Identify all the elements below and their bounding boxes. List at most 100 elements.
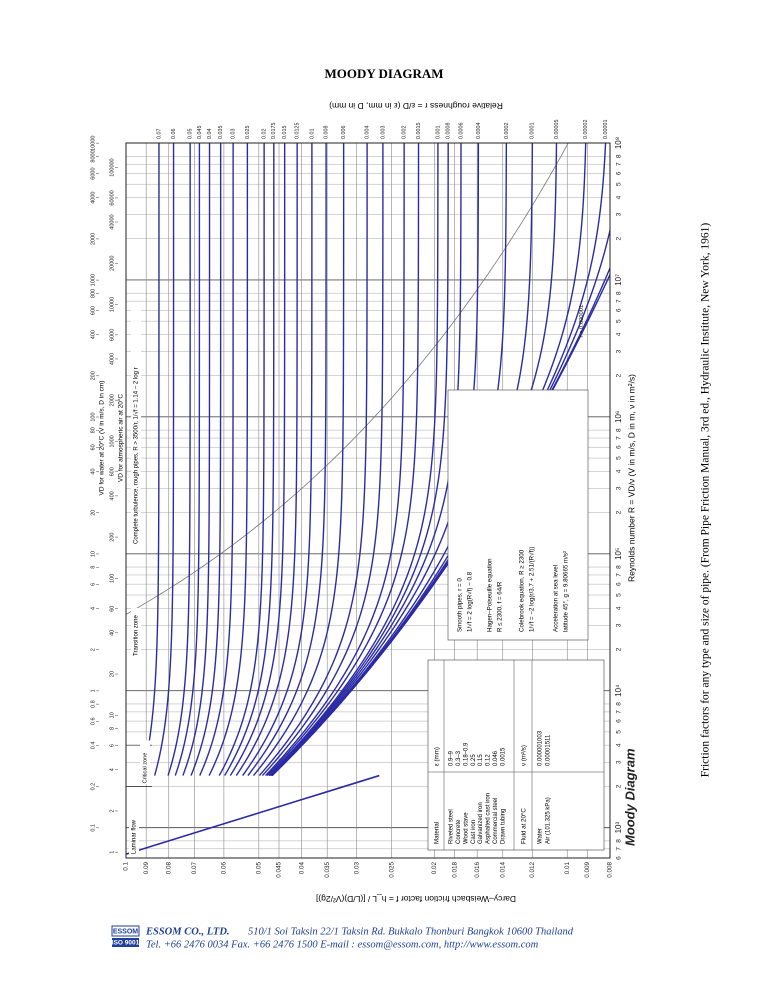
x-tick-label: 7 bbox=[616, 299, 623, 303]
curve-label: r = 0.000001 bbox=[579, 305, 585, 338]
vd-tick-label: 80 bbox=[90, 427, 96, 433]
vd-tick-label: 6000 bbox=[109, 329, 115, 341]
x-tick-label: 6 bbox=[616, 171, 623, 175]
roughness-curve bbox=[247, 143, 327, 776]
x-tick-label: 6 bbox=[616, 582, 623, 586]
y-axis-title: Darcy–Weisbach friction factor f = h_L /… bbox=[316, 894, 516, 904]
table-cell: Galvanized iron bbox=[478, 802, 484, 844]
x-tick-label: 8 bbox=[616, 154, 623, 158]
zone-label: Critical zone bbox=[142, 753, 148, 784]
vd-tick-label: 1000 bbox=[90, 274, 96, 286]
equation: latitude 45°, g = 9.80665 m/s² bbox=[563, 551, 570, 632]
roughness-label: 0.06 bbox=[171, 129, 177, 140]
vd-tick-label: 20 bbox=[90, 510, 96, 516]
y-tick-label: 0.1 bbox=[123, 862, 130, 871]
table-cell: 0.046 bbox=[493, 750, 499, 766]
vd-tick-label: 10 bbox=[109, 712, 115, 718]
roughness-label: 0.0125 bbox=[295, 123, 301, 140]
table-cell: 0.9–9 bbox=[449, 750, 455, 766]
equation: Colebrook equation, R ≥ 2300 bbox=[519, 549, 526, 632]
roughness-curve bbox=[268, 143, 449, 777]
x-tick-label: 5 bbox=[616, 593, 623, 597]
y-tick-label: 0.08 bbox=[165, 862, 172, 875]
vd-tick-label: 6000 bbox=[90, 167, 96, 179]
roughness-curve bbox=[141, 143, 160, 776]
x-tick-label: 10⁵ bbox=[614, 548, 623, 560]
roughness-label: 0.02 bbox=[262, 129, 268, 140]
vd-tick-label: 0.8 bbox=[90, 700, 96, 708]
roughness-label: 0.0002 bbox=[504, 123, 510, 140]
vd-tick-label: 4 bbox=[90, 607, 96, 610]
x-tick-label: 4 bbox=[616, 469, 623, 473]
equation-box bbox=[447, 389, 589, 641]
y-tick-label: 0.05 bbox=[255, 862, 262, 875]
zone-label-bg bbox=[140, 740, 150, 785]
vd-tick-label: 4000 bbox=[109, 353, 115, 365]
roughness-curve bbox=[268, 143, 439, 777]
address: 510/1 Soi Taksin 22/1 Taksin Rd. Bukkalo… bbox=[248, 926, 574, 937]
table-cell: Concrete bbox=[456, 819, 462, 844]
logo-box bbox=[111, 925, 140, 937]
y-tick-label: 0.016 bbox=[474, 862, 481, 878]
x-tick-label: 4 bbox=[616, 332, 623, 336]
roughness-curve bbox=[242, 143, 313, 776]
table-cell: Wood stave bbox=[463, 812, 469, 844]
table-cell: 0.0015 bbox=[500, 747, 506, 766]
vd-tick-label: 2 bbox=[90, 648, 96, 651]
roughness-label: 0.03 bbox=[231, 129, 237, 140]
zone-label: Laminar flow bbox=[132, 819, 138, 854]
roughness-curve bbox=[266, 143, 420, 777]
equation: Hagen–Poiseuille equation bbox=[487, 558, 494, 632]
roughness-label: 0.01 bbox=[309, 129, 315, 140]
vd-tick-label: 100000 bbox=[109, 158, 115, 176]
table-cell: Asphalted cast iron bbox=[486, 793, 492, 844]
vd-tick-label: 20 bbox=[109, 671, 115, 677]
x-tick-label: 7 bbox=[616, 436, 623, 440]
roughness-label: 0.015 bbox=[282, 126, 288, 140]
vd-tick-label: 10 bbox=[90, 551, 96, 557]
equation: R ≤ 2300, f = 64/R bbox=[497, 581, 504, 632]
moody-chart: 6 7 8 10³ 2 3 4 5 6 7 8 10⁴ 2 3 4 5 6 7 8 10⁵ 2 3 4 5 6 7 8 10⁶ 2 3 4 5… bbox=[90, 101, 637, 904]
logo: ESSOM bbox=[113, 928, 138, 935]
material-box bbox=[427, 659, 605, 851]
y-tick-label: 0.09 bbox=[143, 862, 150, 875]
roughness-curve bbox=[261, 143, 384, 777]
x-tick-label: 3 bbox=[616, 349, 623, 353]
x-tick-label: 7 bbox=[616, 573, 623, 577]
roughness-curve bbox=[153, 143, 175, 776]
roughness-curve bbox=[218, 143, 265, 776]
zone-label-bg bbox=[129, 790, 139, 856]
zone-label-bg bbox=[131, 306, 141, 546]
table-cell: Water bbox=[538, 828, 544, 844]
x-tick-label: 3 bbox=[616, 623, 623, 627]
y-tick-label: 0.06 bbox=[221, 862, 228, 875]
vd-tick-label: 2000 bbox=[109, 394, 115, 406]
page-title: MOODY DIAGRAM bbox=[324, 66, 443, 81]
vd-tick-label: 0.1 bbox=[90, 824, 96, 832]
roughness-label: 0.05 bbox=[188, 129, 194, 140]
table-cell: Cast iron bbox=[471, 820, 477, 844]
equation: Smooth pipes, r = 0 bbox=[457, 578, 464, 632]
vd-tick-label: 6 bbox=[90, 583, 96, 586]
zone-label: Complete turbulence, rough pipes, R > 35… bbox=[133, 367, 140, 544]
x-tick-label: 5 bbox=[616, 730, 623, 734]
vd-tick-label: 20000 bbox=[109, 256, 115, 271]
roughness-label: 0.002 bbox=[402, 126, 408, 140]
vd-tick-label: 40 bbox=[90, 468, 96, 474]
vd-tick-label: 60 bbox=[109, 606, 115, 612]
y-tick-label: 0.025 bbox=[388, 862, 395, 878]
roughness-curve bbox=[174, 143, 201, 776]
roughness-label: 0.0015 bbox=[416, 123, 422, 140]
y-tick-label: 0.014 bbox=[499, 862, 506, 878]
x-tick-label: 10⁷ bbox=[614, 274, 623, 286]
vd-tick-label: 40000 bbox=[109, 214, 115, 229]
vd-tick-label: 600 bbox=[90, 306, 96, 315]
vd-tick-label: 2 bbox=[109, 809, 115, 812]
table-cell: 0.12 bbox=[486, 754, 492, 766]
vd-tick-label: 0.2 bbox=[90, 783, 96, 791]
vd-tick-label: 6 bbox=[109, 744, 115, 747]
vd-tick-label: 10000 bbox=[90, 136, 96, 151]
roughness-label: 0.00002 bbox=[583, 120, 589, 140]
